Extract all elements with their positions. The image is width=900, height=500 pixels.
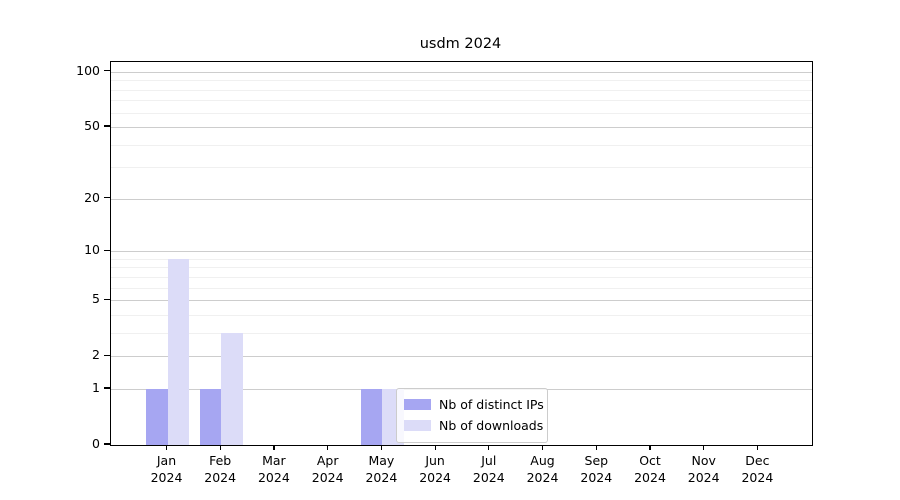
x-tick	[434, 445, 436, 451]
x-tick	[649, 445, 651, 451]
bar-distinct-ips	[360, 388, 383, 445]
y-tick	[104, 125, 110, 127]
bar-downloads	[167, 258, 189, 445]
x-tick	[273, 445, 275, 451]
gridline-minor	[111, 287, 812, 289]
bar-downloads	[221, 332, 243, 445]
gridline-minor	[111, 112, 812, 114]
y-tick-label: 10	[84, 242, 100, 258]
y-tick-label: 20	[84, 189, 100, 205]
y-tick	[104, 197, 110, 199]
x-tick	[219, 445, 221, 451]
x-tick	[595, 445, 597, 451]
x-tick-label: Jul 2024	[472, 453, 505, 485]
x-tick	[488, 445, 490, 451]
x-tick	[380, 445, 383, 451]
y-tick	[104, 249, 110, 251]
x-tick-label: Apr 2024	[311, 453, 344, 485]
bar-distinct-ips	[199, 388, 222, 445]
y-tick-label: 50	[84, 118, 100, 133]
gridline-minor	[111, 100, 812, 102]
y-tick	[104, 387, 110, 389]
y-tick	[104, 70, 110, 72]
x-tick	[756, 445, 759, 451]
legend-label-distinct-ips: Nb of distinct IPs	[439, 397, 544, 412]
x-tick	[327, 445, 329, 451]
gridline-major	[111, 198, 812, 200]
gridline-minor	[111, 89, 812, 91]
x-tick	[165, 445, 168, 451]
gridline-minor	[111, 144, 812, 146]
y-tick-label: 100	[76, 62, 100, 78]
legend-entry-distinct-ips: Nb of distinct IPs	[404, 394, 544, 415]
gridline-minor	[111, 258, 812, 260]
y-tick-label: 2	[92, 347, 100, 363]
x-tick-label: Jan 2024	[150, 453, 183, 485]
x-tick-label: Oct 2024	[634, 453, 666, 485]
x-tick-label: Dec 2024	[741, 453, 774, 485]
y-tick-label: 0	[92, 436, 100, 451]
gridline-major	[111, 356, 812, 358]
chart-title: usdm 2024	[419, 36, 502, 52]
plot-area	[110, 61, 813, 446]
x-tick-label: Aug 2024	[526, 453, 559, 485]
y-tick-label: 1	[92, 379, 100, 395]
x-tick-label: Nov 2024	[687, 453, 720, 485]
legend-entry-downloads: Nb of downloads	[404, 415, 543, 436]
gridline-minor	[111, 276, 812, 278]
x-tick-label: Jun 2024	[419, 453, 451, 485]
x-tick	[703, 445, 705, 451]
gridline-minor	[111, 80, 812, 82]
y-tick	[104, 298, 110, 300]
legend-swatch-distinct-ips	[404, 399, 431, 410]
x-tick-label: Feb 2024	[204, 453, 237, 485]
y-tick	[104, 443, 110, 445]
gridline-minor	[111, 267, 812, 269]
gridline-major	[111, 127, 812, 128]
gridline-major	[111, 71, 812, 73]
gridline-minor	[111, 167, 812, 169]
y-tick-label: 5	[92, 291, 100, 307]
gridline-major	[111, 300, 812, 302]
x-tick-label: Sep 2024	[580, 453, 613, 485]
bar-distinct-ips	[146, 388, 168, 445]
x-tick-label: May 2024	[365, 453, 398, 485]
gridline-minor	[111, 314, 812, 316]
gridline-major	[111, 251, 812, 253]
gridline-minor	[111, 332, 812, 334]
x-tick-label: Mar 2024	[257, 453, 290, 485]
x-tick	[541, 445, 544, 451]
legend-swatch-downloads	[404, 420, 431, 431]
y-tick	[104, 354, 110, 356]
legend-label-downloads: Nb of downloads	[439, 418, 544, 433]
legend: Nb of distinct IPs Nb of downloads	[396, 388, 548, 443]
